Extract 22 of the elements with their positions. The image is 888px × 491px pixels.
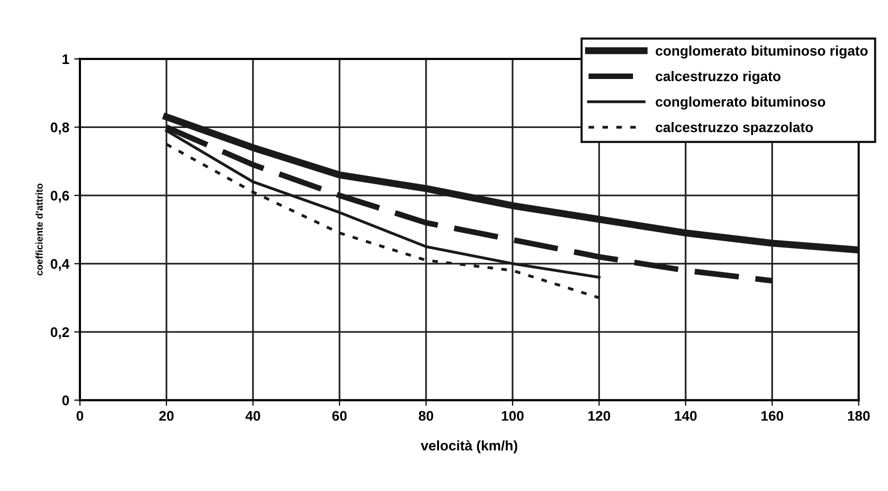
x-tick-label: 40	[245, 410, 260, 421]
x-tick-label: 80	[418, 410, 434, 421]
x-tick-label: 20	[159, 410, 174, 421]
x-tick-label: 160	[761, 410, 784, 421]
y-tick-label: 0,8	[50, 122, 70, 134]
y-axis-title: coefficiente d'attrito	[36, 184, 43, 276]
legend-label: calcestruzzo spazzolato	[656, 122, 813, 135]
x-axis-title: velocità (km/h)	[420, 440, 518, 454]
x-tick-label: 140	[674, 410, 697, 421]
y-tick-label: 0	[62, 396, 69, 406]
x-tick-label: 0	[76, 410, 84, 421]
y-tick-label: 0,2	[50, 327, 69, 340]
x-tick-label: 100	[502, 410, 524, 421]
y-tick-label: 0,6	[50, 190, 70, 203]
x-tick-label: 60	[332, 410, 347, 421]
y-tick-label: 0,4	[50, 259, 70, 271]
x-tick-label: 180	[848, 410, 870, 421]
y-tick-label: 1	[62, 54, 70, 64]
legend-label: conglomerato bituminoso	[656, 96, 826, 110]
legend-label: conglomerato bituminoso rigato	[656, 46, 868, 59]
legend-label: calcestruzzo rigato	[656, 71, 780, 84]
x-tick-label: 120	[588, 410, 610, 421]
